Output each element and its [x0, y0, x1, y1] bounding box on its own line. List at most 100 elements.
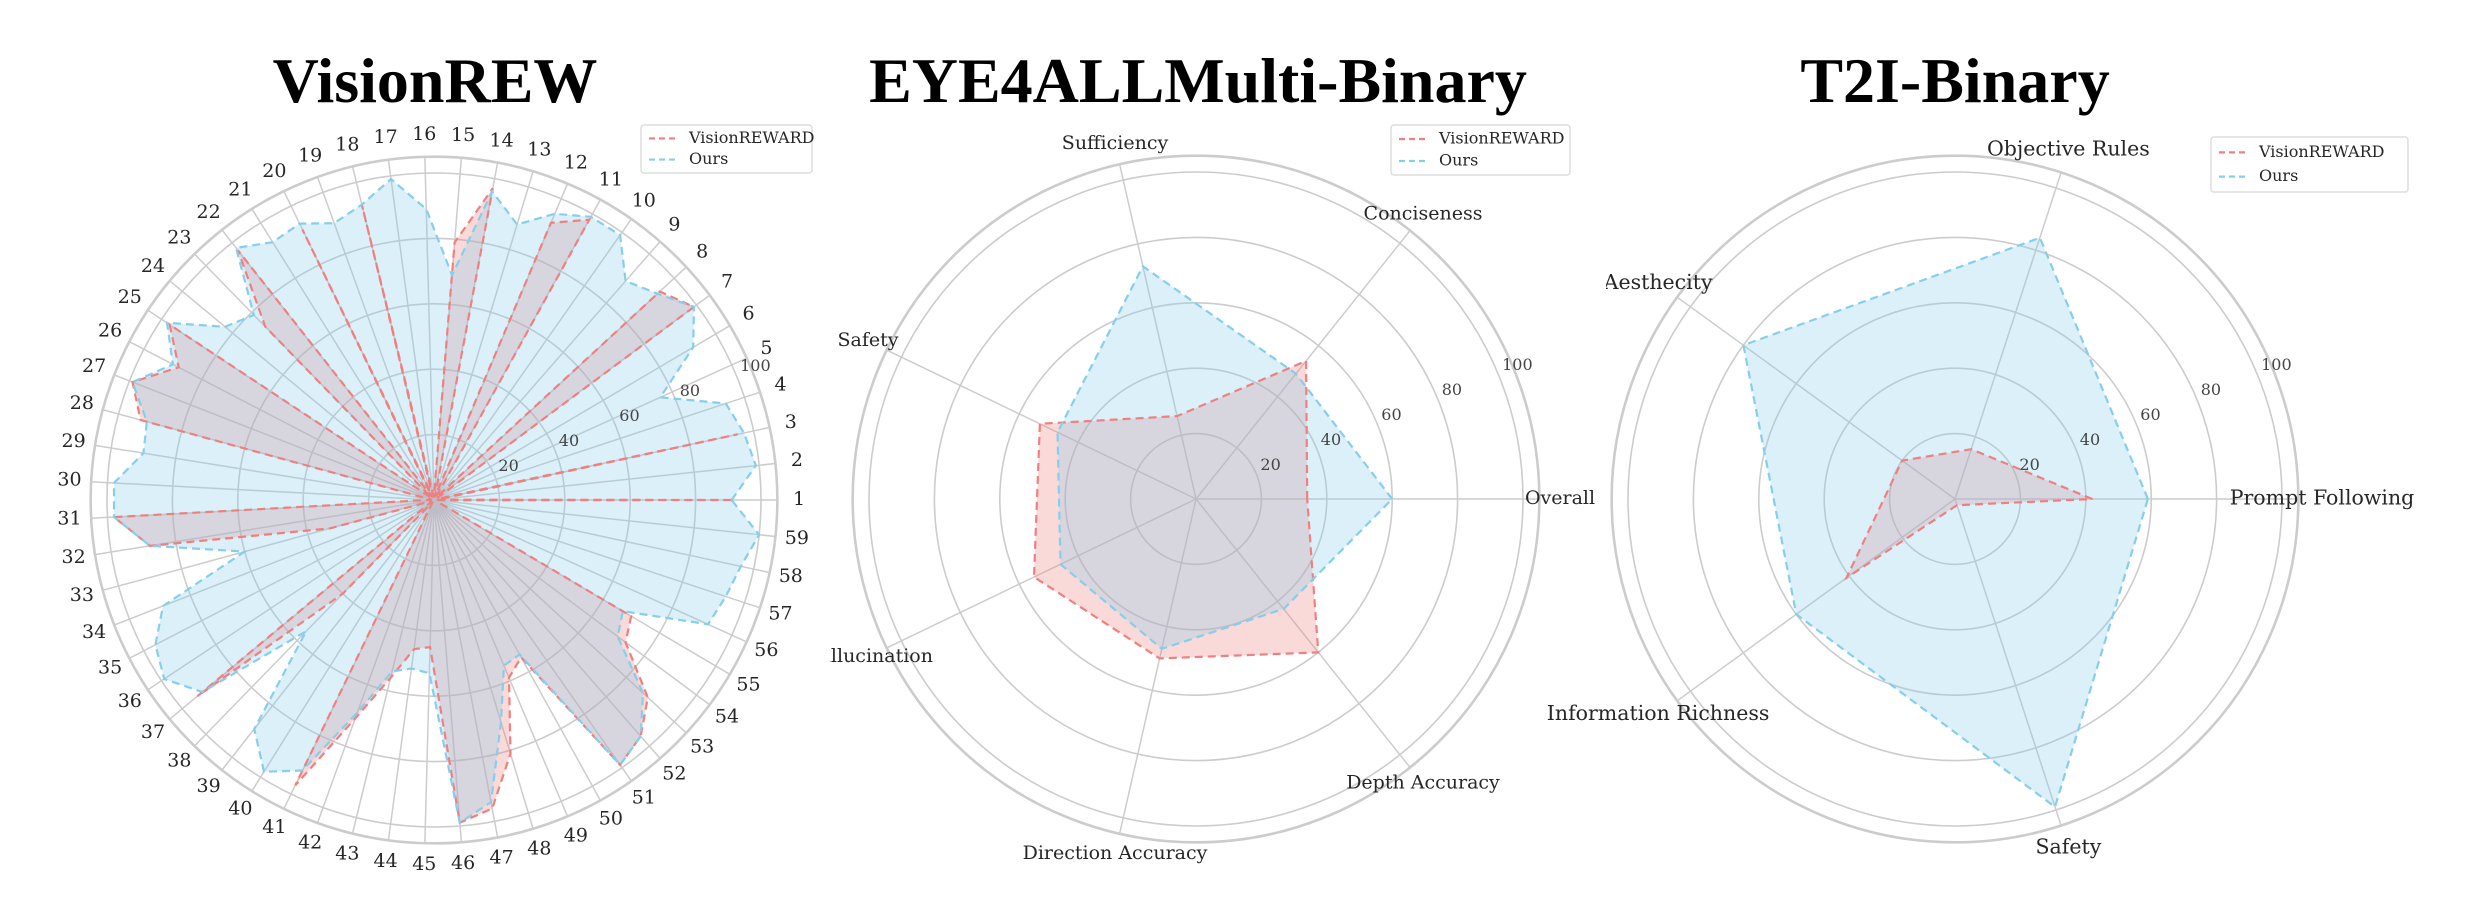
- chart-eye4all-multi-binary: 20 40 60 80 100 Overall Conciseness Sufficiency…: [803, 45, 1595, 864]
- category-label: 11: [599, 169, 623, 191]
- legend-box: [2210, 136, 2409, 193]
- category-label: 21: [228, 179, 252, 201]
- series-area-visionreward: [1034, 360, 1319, 659]
- category-label: Hallucination: [803, 645, 933, 667]
- category-label: 52: [662, 763, 686, 785]
- spoke-line: [1118, 164, 1197, 500]
- spoke-line: [433, 357, 747, 501]
- category-label: 10: [632, 189, 656, 211]
- category-label: 29: [62, 430, 86, 452]
- category-label: 59: [785, 527, 809, 549]
- category-label: Safety: [838, 329, 899, 351]
- polar-spine: [851, 154, 1541, 844]
- spoke-line: [433, 499, 632, 782]
- spoke-line: [251, 208, 435, 501]
- series-line-ours: [1742, 236, 2150, 809]
- chart-title: VisionREW: [273, 45, 598, 116]
- category-label: 43: [335, 843, 359, 865]
- legend-label: VisionREWARD: [1438, 129, 1564, 148]
- spoke-line: [424, 156, 435, 501]
- category-label: 54: [715, 706, 739, 728]
- series-line-ours: [112, 177, 761, 825]
- category-label: 20: [262, 160, 286, 182]
- series-area-ours: [114, 179, 760, 823]
- radial-tick-label: 100: [740, 356, 771, 375]
- category-label: 12: [564, 152, 588, 174]
- category-label: Conciseness: [1364, 202, 1483, 224]
- series-area-ours: [1743, 237, 2148, 807]
- spoke-line: [433, 241, 661, 501]
- category-label: Sufficiency: [1062, 132, 1169, 154]
- chart-t2i-binary: 20 40 60 80 100 Prompt Following Objective Rul…: [1547, 45, 2415, 859]
- category-label: 58: [779, 565, 803, 587]
- category-label: 2: [791, 449, 803, 471]
- spoke-line: [433, 325, 731, 501]
- radial-tick-label: 60: [619, 406, 639, 425]
- spoke-line: [128, 341, 435, 501]
- category-label: 18: [335, 133, 359, 155]
- legend-label: Ours: [689, 149, 728, 168]
- spoke-line: [387, 499, 435, 841]
- spoke-line: [1676, 498, 1956, 702]
- spoke-line: [1954, 172, 2062, 500]
- legend-label: Ours: [1439, 151, 1478, 170]
- category-label: 30: [57, 469, 81, 491]
- spoke-line: [102, 499, 435, 592]
- category-label: Information Richness: [1547, 701, 1770, 725]
- series-area-visionreward: [1846, 449, 2093, 578]
- spoke-line: [351, 499, 435, 834]
- radial-tick-label: 80: [2201, 380, 2221, 399]
- legend: VisionREWARD Ours: [640, 124, 814, 174]
- spoke-line: [387, 159, 435, 501]
- category-label: 45: [412, 853, 436, 875]
- category-label: 6: [742, 303, 754, 325]
- category-label: Aesthecity: [1603, 270, 1713, 294]
- chart-visionrew: 2040608010012345678910111213141516171819…: [57, 45, 814, 875]
- spoke-line: [128, 499, 435, 659]
- category-label: 36: [118, 690, 142, 712]
- spoke-line: [886, 498, 1197, 649]
- category-label: 41: [262, 816, 286, 838]
- category-label: 3: [785, 411, 797, 433]
- spoke-line: [433, 499, 761, 609]
- category-label: 14: [490, 129, 514, 151]
- category-label: 53: [690, 736, 714, 758]
- spoke-line: [433, 499, 731, 675]
- radial-tick-label: 60: [1381, 405, 1401, 424]
- spoke-line: [113, 374, 435, 501]
- category-label: 47: [490, 847, 514, 869]
- category-label: Objective Rules: [1987, 137, 2150, 161]
- category-label: Overall: [1525, 487, 1595, 509]
- spoke-line: [433, 499, 463, 843]
- category-label: 5: [760, 337, 772, 359]
- radial-tick-label: 40: [1321, 430, 1341, 449]
- spoke-line: [316, 499, 435, 824]
- radial-tick-label: 20: [1260, 455, 1280, 474]
- legend-label: VisionREWARD: [2258, 142, 2384, 161]
- spoke-line: [433, 499, 569, 817]
- category-label: 34: [82, 621, 106, 643]
- chart-title: T2I-Binary: [1800, 45, 2109, 116]
- spoke-line: [147, 499, 435, 691]
- spoke-line: [433, 499, 776, 538]
- spoke-line: [1195, 498, 1411, 768]
- series-line-visionreward: [1032, 359, 1320, 660]
- category-label: Prompt Following: [2230, 486, 2415, 510]
- spoke-line: [433, 499, 602, 801]
- category-label: 55: [736, 673, 760, 695]
- category-label: 9: [668, 213, 680, 235]
- spoke-line: [433, 218, 632, 501]
- category-label: 50: [599, 807, 623, 829]
- category-label: 28: [70, 392, 94, 414]
- spoke-line: [886, 349, 1197, 500]
- category-label: 49: [564, 824, 588, 846]
- category-label: 33: [70, 584, 94, 606]
- category-label: Depth Accuracy: [1346, 772, 1500, 794]
- spoke-line: [316, 176, 435, 501]
- category-label: 38: [167, 750, 191, 772]
- category-label: 7: [721, 270, 733, 292]
- category-label: 27: [82, 355, 106, 377]
- spoke-line: [433, 499, 687, 734]
- spoke-line: [1195, 230, 1411, 500]
